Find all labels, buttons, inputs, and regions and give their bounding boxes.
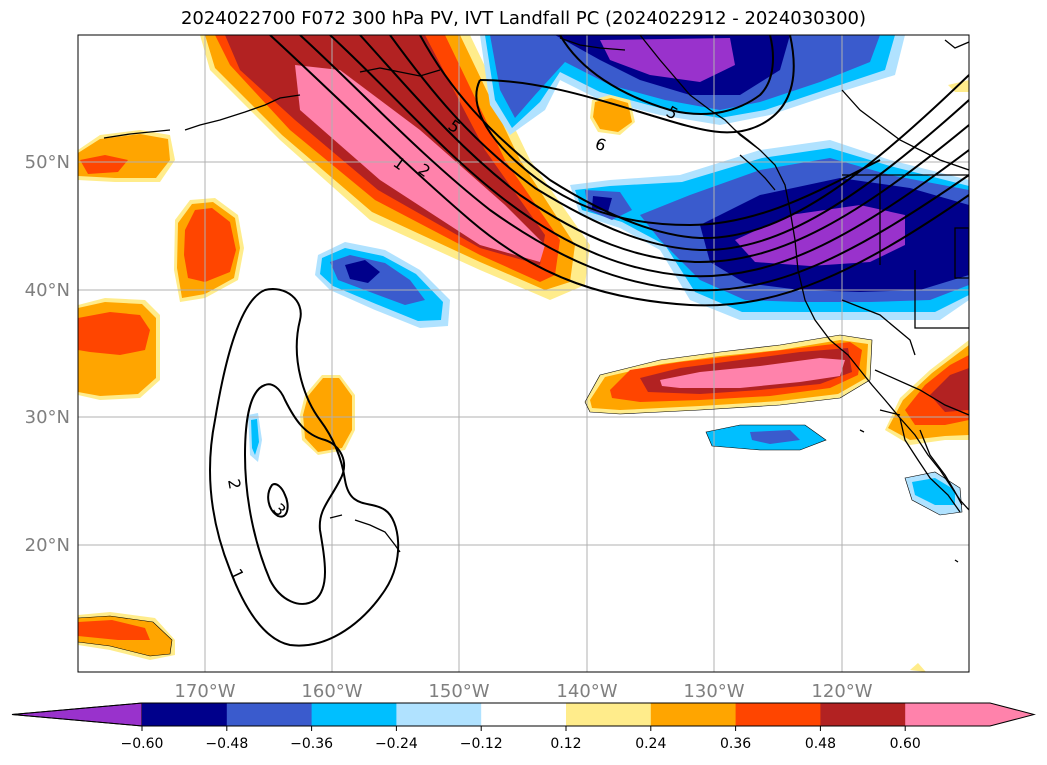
colorbar-tick-label: 0.12 [550, 736, 581, 752]
lon-label: 170°W [174, 681, 235, 702]
contour-label: 2 [224, 477, 244, 490]
colorbar-tick-label: −0.24 [375, 736, 418, 752]
colorbar-swatch [142, 703, 228, 726]
colorbar-swatch [820, 703, 906, 726]
colorbar-swatch [905, 703, 991, 726]
map-title: 2024022700 F072 300 hPa PV, IVT Landfall… [180, 8, 867, 29]
lon-label: 160°W [301, 681, 362, 702]
colorbar-tick-label: 0.60 [890, 736, 921, 752]
coastlines [103, 35, 969, 563]
colorbar-swatch [481, 703, 567, 726]
colorbar-extend-high [990, 703, 1034, 726]
lon-label: 150°W [428, 681, 489, 702]
map-frame [77, 34, 970, 673]
lat-label: 40°N [25, 280, 70, 301]
colorbar-tick-label: 0.36 [720, 736, 751, 752]
ivt-contours [209, 35, 969, 647]
map-panel: 1 2 5 5 6 1 2 3 [78, 35, 969, 672]
colorbar-tick-label: −0.48 [205, 736, 248, 752]
colorbar-tick-label: −0.12 [460, 736, 503, 752]
colorbar-swatch [650, 703, 737, 726]
negative-anomaly-pacific-northwest [570, 140, 969, 320]
lat-label: 50°N [25, 152, 70, 173]
colorbar-tick-label: 0.48 [805, 736, 836, 752]
lon-label: 130°W [683, 681, 744, 702]
lat-label: 30°N [25, 407, 70, 428]
colorbar-extend-low [11, 702, 143, 727]
colorbar-tick-label: 0.24 [635, 736, 666, 752]
lon-label: 120°W [811, 681, 872, 702]
longitude-labels: 170°W 160°W 150°W 140°W 130°W 120°W [174, 681, 872, 702]
latitude-labels: 50°N 40°N 30°N 20°N [25, 152, 70, 556]
lon-label: 140°W [556, 681, 617, 702]
colorbar-swatch [566, 703, 652, 726]
colorbar-swatch [311, 703, 397, 726]
positive-anomaly-patches [78, 80, 969, 672]
lat-label: 20°N [25, 535, 70, 556]
negative-anomaly-patches [248, 190, 962, 515]
colorbar-tick-label: −0.60 [121, 736, 164, 752]
anomaly-outline [78, 334, 963, 657]
colorbar-swatch [735, 703, 821, 726]
colorbar: −0.60 −0.48 −0.36 −0.24 −0.12 0.12 0.24 0.36 0.4… [11, 702, 1036, 752]
negative-anomaly-central-pacific [315, 242, 450, 328]
colorbar-tick-label: −0.36 [290, 736, 333, 752]
colorbar-swatch [226, 703, 313, 726]
colorbar-swatch [396, 703, 482, 726]
